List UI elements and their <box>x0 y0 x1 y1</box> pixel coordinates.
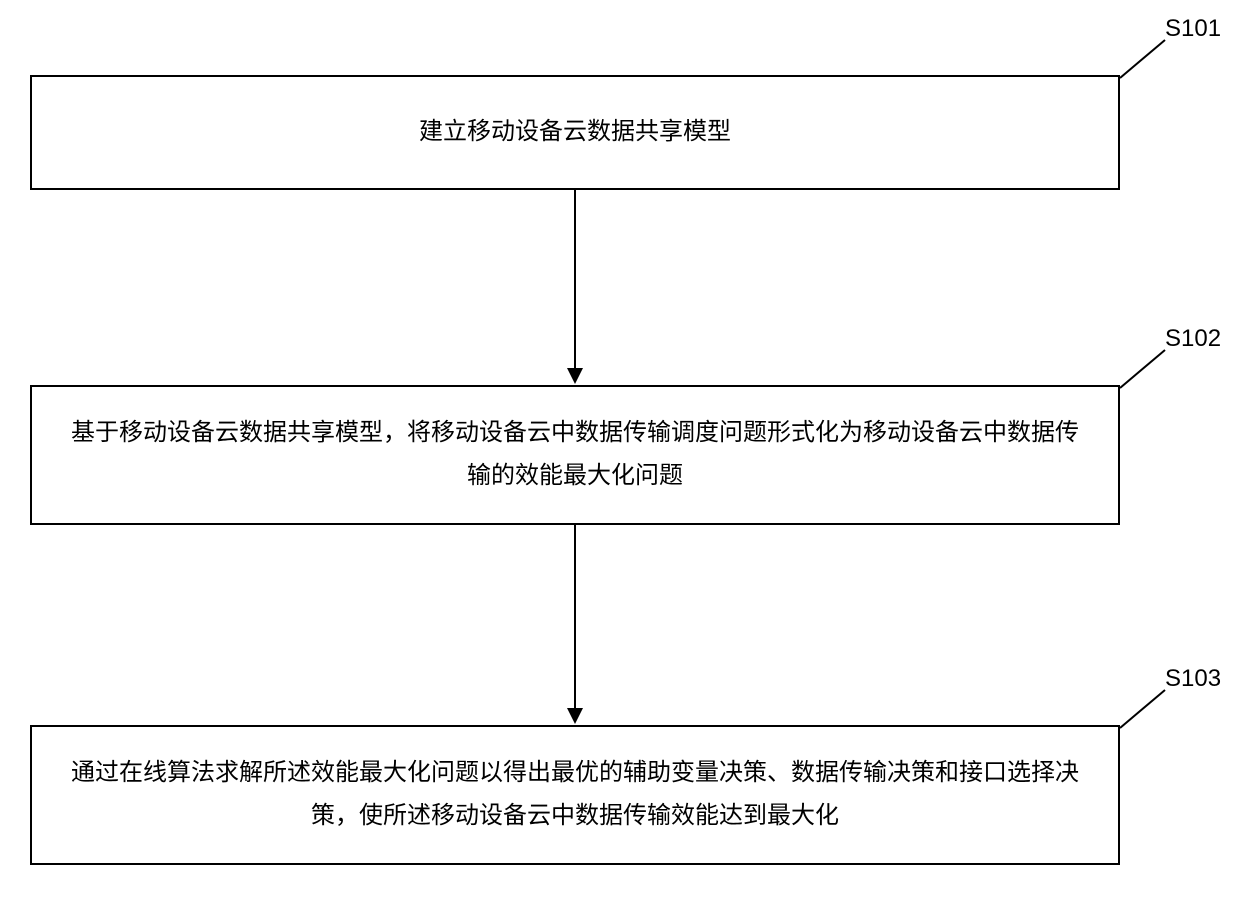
step-label-s101: S101 <box>1165 15 1221 43</box>
connector-line-s103 <box>1120 690 1165 728</box>
step-label-s103: S103 <box>1165 665 1221 693</box>
step-text-s103: 通过在线算法求解所述效能最大化问题以得出最优的辅助变量决策、数据传输决策和接口选… <box>62 752 1088 838</box>
step-text-s102: 基于移动设备云数据共享模型，将移动设备云中数据传输调度问题形式化为移动设备云中数… <box>62 412 1088 498</box>
flowchart-container: S101 建立移动设备云数据共享模型 S102 基于移动设备云数据共享模型，将移… <box>0 0 1239 899</box>
arrow-head-2 <box>567 708 583 724</box>
step-label-s102: S102 <box>1165 325 1221 353</box>
arrow-head-1 <box>567 368 583 384</box>
connector-line-s102 <box>1120 350 1165 388</box>
step-box-s102: 基于移动设备云数据共享模型，将移动设备云中数据传输调度问题形式化为移动设备云中数… <box>30 385 1120 525</box>
connector-line-s101 <box>1120 40 1165 78</box>
step-box-s103: 通过在线算法求解所述效能最大化问题以得出最优的辅助变量决策、数据传输决策和接口选… <box>30 725 1120 865</box>
step-text-s101: 建立移动设备云数据共享模型 <box>419 111 731 154</box>
step-box-s101: 建立移动设备云数据共享模型 <box>30 75 1120 190</box>
